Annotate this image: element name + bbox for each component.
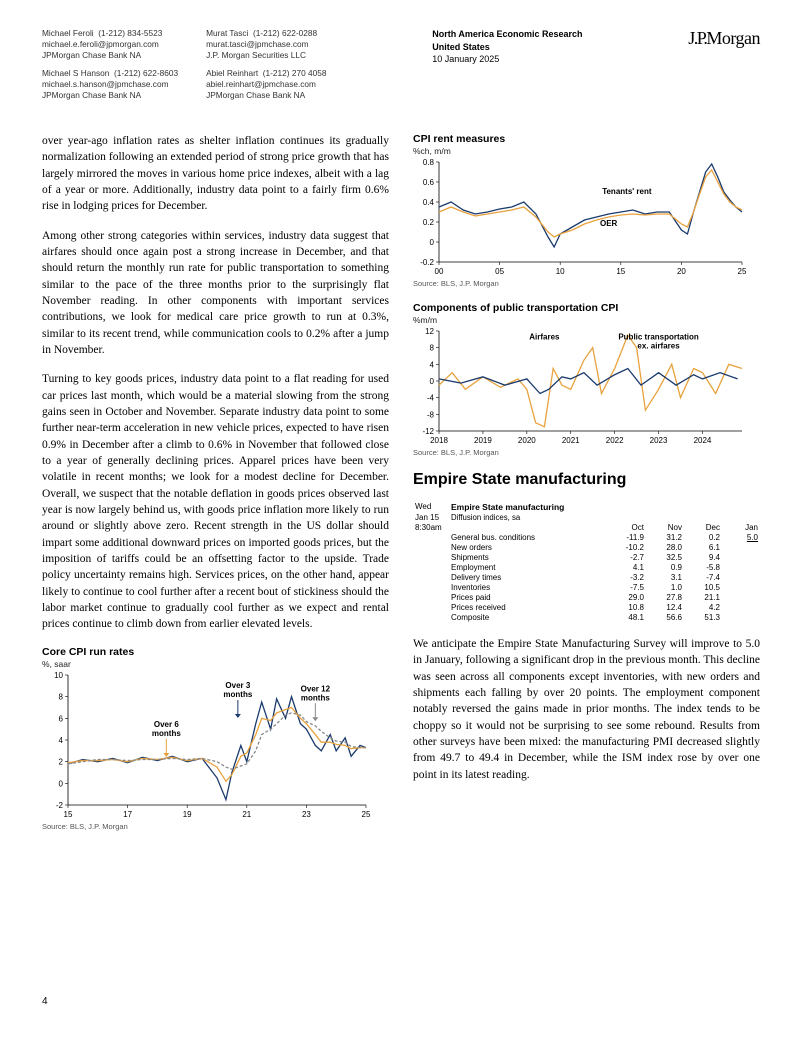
svg-text:6: 6 [59,714,64,723]
svg-text:10: 10 [54,671,63,680]
svg-text:Over 6months: Over 6months [152,720,181,738]
svg-text:25: 25 [362,810,371,819]
svg-text:19: 19 [183,810,192,819]
para-1: over year-ago inflation rates as shelter… [42,133,389,215]
svg-text:25: 25 [738,267,747,276]
page-header: Michael Feroli (1-212) 834-5523michael.e… [42,28,760,107]
svg-text:0.4: 0.4 [423,198,435,207]
svg-text:12: 12 [425,327,434,336]
svg-text:-12: -12 [422,427,434,436]
header-region: North America Economic Research United S… [432,28,582,107]
svg-text:0: 0 [430,377,435,386]
svg-text:10: 10 [556,267,565,276]
svg-text:2021: 2021 [562,436,580,445]
svg-text:2024: 2024 [694,436,712,445]
svg-text:8: 8 [59,692,64,701]
svg-text:Airfares: Airfares [529,332,560,341]
svg-text:0.8: 0.8 [423,158,435,167]
svg-text:-4: -4 [427,394,435,403]
svg-text:8: 8 [430,344,435,353]
svg-text:Over 3months: Over 3months [223,681,252,699]
svg-text:0: 0 [430,238,435,247]
empire-table: WedEmpire State manufacturingJan 15Diffu… [413,501,760,622]
svg-text:23: 23 [302,810,311,819]
svg-text:21: 21 [242,810,251,819]
chart2-title: CPI rent measures [413,133,760,145]
svg-text:-0.2: -0.2 [420,258,434,267]
svg-text:0.6: 0.6 [423,178,435,187]
svg-text:0: 0 [59,779,64,788]
svg-text:2019: 2019 [474,436,492,445]
chart1-sub: %, saar [42,659,389,669]
left-column: over year-ago inflation rates as shelter… [42,133,389,845]
chart3-sub: %m/m [413,315,760,325]
right-column: CPI rent measures %ch, m/m -0.2 0 0.2 0.4 0.… [413,133,760,845]
para-2: Among other strong categories within ser… [42,228,389,359]
chart1-src: Source: BLS, J.P. Morgan [42,822,389,831]
region-line2: United States [432,41,582,54]
svg-text:17: 17 [123,810,132,819]
header-date: 10 January 2025 [432,53,582,66]
chart3-src: Source: BLS, J.P. Morgan [413,448,760,457]
contact-col-1: Michael Feroli (1-212) 834-5523michael.e… [42,28,178,107]
svg-text:OER: OER [600,219,618,228]
svg-text:05: 05 [495,267,504,276]
chart-public-transport: Components of public transportation CPI … [413,302,760,457]
chart-core-cpi: Core CPI run rates %, saar -2 0 2 4 6 8 10 15 17… [42,646,389,831]
chart2-sub: %ch, m/m [413,146,760,156]
svg-text:2018: 2018 [430,436,448,445]
contact-col-2: Murat Tasci (1-212) 622-0288murat.tasci@… [206,28,326,107]
svg-text:2: 2 [59,757,64,766]
svg-text:4: 4 [430,360,435,369]
svg-text:Public transportationex. airfa: Public transportationex. airfares [618,332,699,350]
svg-text:2022: 2022 [606,436,624,445]
svg-text:-2: -2 [56,801,64,810]
chart3-title: Components of public transportation CPI [413,302,760,314]
svg-text:4: 4 [59,736,64,745]
svg-text:Tenants' rent: Tenants' rent [602,187,652,196]
svg-text:00: 00 [435,267,444,276]
contacts: Michael Feroli (1-212) 834-5523michael.e… [42,28,326,107]
svg-text:2023: 2023 [650,436,668,445]
svg-text:0.2: 0.2 [423,218,435,227]
svg-text:15: 15 [616,267,625,276]
chart2-src: Source: BLS, J.P. Morgan [413,279,760,288]
chart-cpi-rent: CPI rent measures %ch, m/m -0.2 0 0.2 0.4 0.… [413,133,760,288]
svg-text:-8: -8 [427,410,435,419]
section-heading: Empire State manufacturing [413,471,760,489]
empire-para: We anticipate the Empire State Manufactu… [413,636,760,783]
svg-text:15: 15 [64,810,73,819]
region-line1: North America Economic Research [432,28,582,41]
svg-text:20: 20 [677,267,686,276]
para-3: Turning to key goods prices, industry da… [42,371,389,632]
svg-text:Over 12months: Over 12months [301,684,331,702]
chart1-title: Core CPI run rates [42,646,389,658]
jpmorgan-logo: J.P.Morgan [688,28,760,107]
svg-text:2020: 2020 [518,436,536,445]
page-number: 4 [42,996,48,1007]
